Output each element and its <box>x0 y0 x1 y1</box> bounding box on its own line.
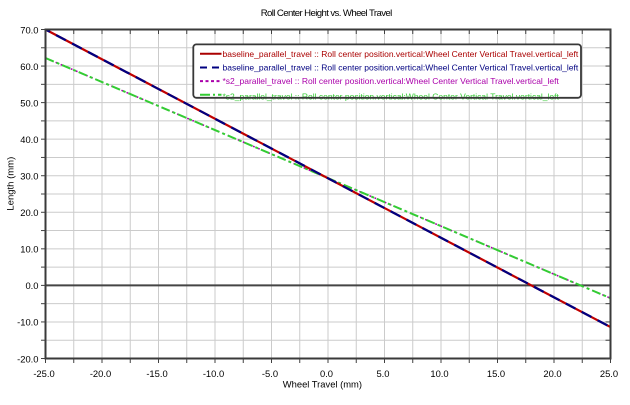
svg-text:30.0: 30.0 <box>20 171 38 182</box>
svg-text:40.0: 40.0 <box>20 134 38 145</box>
svg-text:20.0: 20.0 <box>543 368 561 379</box>
svg-text:-10.0: -10.0 <box>203 368 224 379</box>
svg-text:Wheel Travel (mm): Wheel Travel (mm) <box>283 379 362 390</box>
svg-text:Length (mm): Length (mm) <box>6 157 17 211</box>
svg-text:10.0: 10.0 <box>430 368 448 379</box>
svg-text:Roll Center Height vs. Wheel T: Roll Center Height vs. Wheel Travel <box>261 8 392 19</box>
svg-text:10.0: 10.0 <box>20 244 38 255</box>
svg-text:-20.0: -20.0 <box>17 353 38 364</box>
svg-text:50.0: 50.0 <box>20 97 38 108</box>
svg-text:-25.0: -25.0 <box>33 368 54 379</box>
svg-text:*s2_parallel_travel :: Roll ce: *s2_parallel_travel :: Roll center posit… <box>223 92 560 102</box>
svg-text:-10.0: -10.0 <box>17 317 38 328</box>
svg-text:-5.0: -5.0 <box>262 368 278 379</box>
svg-text:15.0: 15.0 <box>487 368 505 379</box>
svg-text:-20.0: -20.0 <box>90 368 111 379</box>
svg-text:0.0: 0.0 <box>25 280 38 291</box>
svg-text:25.0: 25.0 <box>600 368 618 379</box>
svg-text:70.0: 70.0 <box>20 24 38 35</box>
svg-text:-15.0: -15.0 <box>146 368 167 379</box>
svg-text:20.0: 20.0 <box>20 207 38 218</box>
svg-text:*s2_parallel_travel :: Roll ce: *s2_parallel_travel :: Roll center posit… <box>223 76 560 86</box>
svg-text:60.0: 60.0 <box>20 61 38 72</box>
svg-text:baseline_parallel_travel :: Ro: baseline_parallel_travel :: Roll center … <box>223 62 579 72</box>
svg-text:0.0: 0.0 <box>320 368 333 379</box>
svg-text:baseline_parallel_travel :: Ro: baseline_parallel_travel :: Roll center … <box>223 49 579 59</box>
svg-text:5.0: 5.0 <box>376 368 389 379</box>
